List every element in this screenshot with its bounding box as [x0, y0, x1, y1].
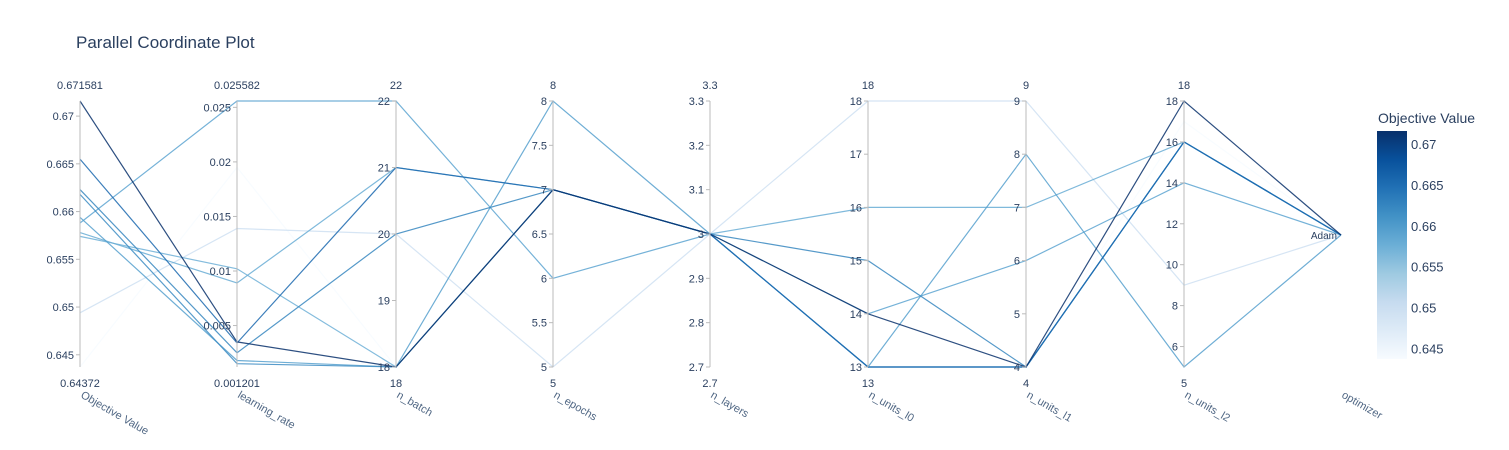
axis-title: Objective Value: [79, 389, 151, 438]
axis-min-label: 13: [862, 378, 874, 390]
axis-title: n_units_l0: [867, 389, 916, 424]
axis-title: n_units_l1: [1025, 389, 1074, 424]
tick-label: 16: [1166, 137, 1178, 149]
tick-label: 8: [541, 96, 547, 108]
tick-label: 10: [1166, 260, 1178, 272]
tick-label: 7.5: [532, 140, 547, 152]
axis-optimizer: Adam optimizer: [1311, 231, 1385, 422]
tick-label: 18: [850, 96, 862, 108]
tick-label: 13: [850, 362, 862, 374]
axis-min-label: 18: [390, 378, 402, 390]
chart-title: Parallel Coordinate Plot: [76, 33, 255, 52]
axis-min-label: 0.001201: [214, 378, 260, 390]
tick-label: 8: [1014, 149, 1020, 161]
axis-min-label: 2.7: [702, 378, 717, 390]
tick-label: 22: [378, 96, 390, 108]
tick-label: 16: [850, 202, 862, 214]
tick-label: 0.005: [203, 321, 231, 333]
axis-min-label: 5: [1181, 378, 1187, 390]
tick-label: 7: [1014, 202, 1020, 214]
tick-label: 2.7: [689, 362, 704, 374]
tick-label: 0.645: [46, 350, 74, 362]
colorbar-tick-label: 0.645: [1411, 342, 1444, 357]
tick-label: 18: [378, 362, 390, 374]
axis-title: n_layers: [709, 389, 751, 420]
tick-label: 5: [1014, 309, 1020, 321]
tick-label: 18: [1166, 96, 1178, 108]
tick-label: 14: [1166, 178, 1178, 190]
axis-title: n_batch: [395, 389, 435, 419]
tick-label: 0.025: [203, 102, 231, 114]
tick-label: 21: [378, 163, 390, 175]
tick-label: 6: [1172, 342, 1178, 354]
axis-min-label: 0.64372: [60, 378, 100, 390]
axis-title: learning_rate: [236, 389, 298, 432]
tick-label: 3: [698, 229, 704, 241]
tick-label: 3.3: [689, 96, 704, 108]
tick-label: 9: [1014, 96, 1020, 108]
axis-min-label: 4: [1023, 378, 1029, 390]
tick-label: 17: [850, 149, 862, 161]
axis-min-label: 5: [550, 378, 556, 390]
colorbar-title: Objective Value: [1378, 110, 1476, 126]
tick-label: 0.02: [210, 157, 231, 169]
tick-label: 5.5: [532, 318, 547, 330]
colorbar-gradient: [1377, 131, 1407, 359]
tick-label: 3.1: [689, 185, 704, 197]
colorbar-tick-label: 0.665: [1411, 178, 1444, 193]
axis-max-label: 3.3: [702, 80, 717, 92]
tick-label: 0.665: [46, 159, 74, 171]
tick-label: 4: [1014, 362, 1020, 374]
axis-max-label: 0.025582: [214, 80, 260, 92]
tick-label: 6: [1014, 256, 1020, 268]
tick-label: 2.9: [689, 273, 704, 285]
axis-learning-rate: 0.005 0.01 0.015 0.02 0.025 0.025582 0.001201l…: [203, 80, 297, 432]
tick-label: 8: [1172, 301, 1178, 313]
tick-label: 0.66: [53, 207, 74, 219]
colorbar-tick-label: 0.66: [1411, 219, 1436, 234]
axis-max-label: 18: [862, 80, 874, 92]
axis-objective-value: 0.645 0.65 0.655 0.66 0.665 0.67 0.671581 0.643…: [46, 80, 150, 438]
tick-label: 15: [850, 256, 862, 268]
tick-label: 19: [378, 296, 390, 308]
tick-label: 0.655: [46, 254, 74, 266]
tick-label: 3.2: [689, 140, 704, 152]
axis-max-label: 18: [1178, 80, 1190, 92]
axis-max-label: 22: [390, 80, 402, 92]
tick-label: 0.01: [210, 266, 231, 278]
axis-title: n_units_l2: [1183, 389, 1232, 424]
axis-title: n_epochs: [552, 389, 600, 423]
tick-label: 7: [541, 185, 547, 197]
tick-label: 6: [541, 273, 547, 285]
tick-label: 6.5: [532, 229, 547, 241]
tick-label: 5: [541, 362, 547, 374]
axis-title: optimizer: [1340, 389, 1385, 422]
tick-label: 12: [1166, 219, 1178, 231]
tick-label: 0.67: [53, 111, 74, 123]
colorbar-tick-label: 0.65: [1411, 301, 1436, 316]
tick-label: 2.8: [689, 318, 704, 330]
colorbar: 0.645 0.65 0.655 0.66 0.665 0.67: [1377, 131, 1444, 359]
axis-max-label: 0.671581: [57, 80, 103, 92]
colorbar-tick-label: 0.655: [1411, 260, 1444, 275]
axis-max-label: 9: [1023, 80, 1029, 92]
tick-label: 0.015: [203, 211, 231, 223]
tick-label: Adam: [1311, 231, 1337, 242]
tick-label: 14: [850, 309, 862, 321]
axis-max-label: 8: [550, 80, 556, 92]
colorbar-tick-label: 0.67: [1411, 137, 1436, 152]
tick-label: 20: [378, 229, 390, 241]
tick-label: 0.65: [53, 302, 74, 314]
